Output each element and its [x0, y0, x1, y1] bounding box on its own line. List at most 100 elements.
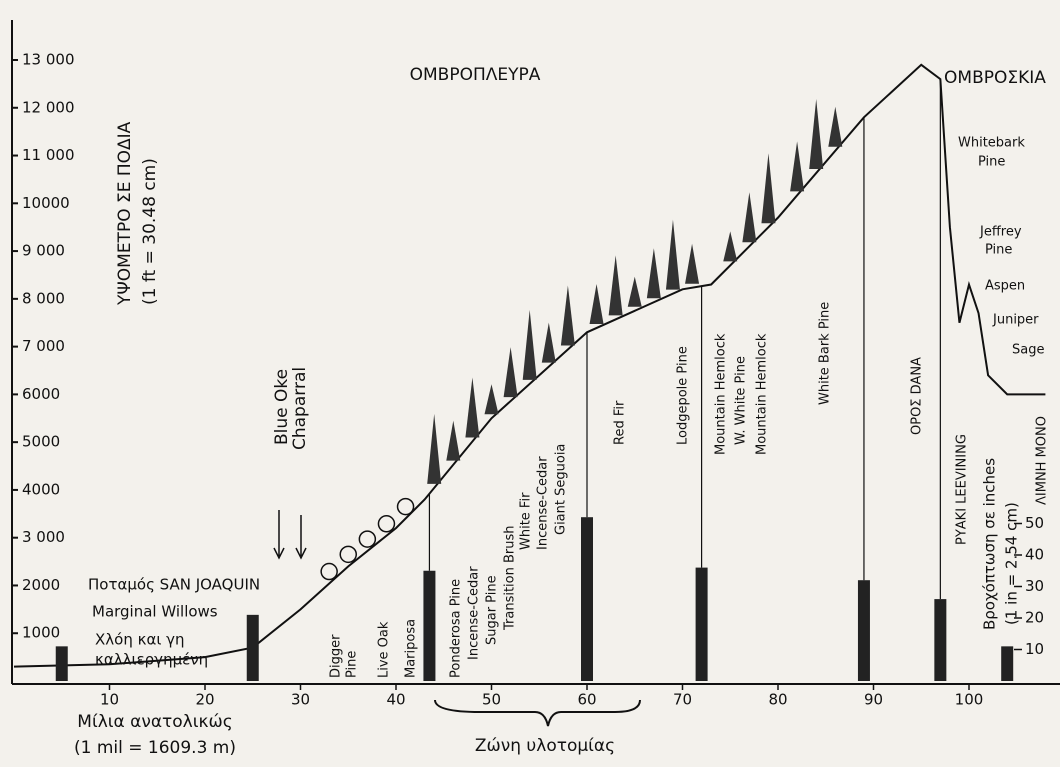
shrub: [396, 497, 415, 516]
x-tick-label: 40: [386, 691, 405, 709]
rain-axis-label: Βροχόπτωση σε inches: [981, 458, 999, 630]
y-axis-unit: (1 ft = 30.48 cm): [140, 158, 160, 305]
chaparral-label: Chaparral: [290, 367, 310, 450]
zone-brace: [434, 699, 641, 727]
rain-bar: [423, 570, 436, 681]
y-tick-label: 3 000: [22, 528, 65, 546]
tree: [809, 99, 824, 170]
y-tick-label: 8 000: [22, 289, 65, 307]
zone-label: Ponderosa Pine: [449, 579, 464, 678]
blue-oke-label: Blue Oke: [272, 369, 292, 445]
y-tick-label: 2000: [22, 576, 60, 594]
tree: [627, 276, 642, 307]
tree: [685, 243, 700, 284]
x-tick-label: 50: [482, 691, 501, 709]
y-tick-label: 9 000: [22, 242, 65, 260]
shrub: [339, 545, 357, 564]
zone-label: Transition Brush: [503, 525, 518, 631]
peak-label: ΟΡΟΣ DANA: [910, 357, 925, 435]
rain-bar: [1001, 646, 1014, 681]
lake-label: ΛΙΜΝΗ ΜΟΝΟ: [1035, 416, 1050, 505]
grass-label: Χλόη και γη: [95, 631, 185, 649]
title-leeward: ΟΜΒΡΟΣΚΙΑ: [944, 68, 1046, 88]
zone-label: Lodgepole Pine: [676, 346, 691, 445]
shrub: [320, 562, 338, 581]
x-tick-label: 60: [577, 691, 596, 709]
species-label: Pine: [985, 243, 1012, 258]
rain-axis-unit: (1 in = 2.54 cm): [1003, 502, 1021, 625]
rain-bar: [581, 517, 593, 681]
tree: [589, 283, 604, 324]
rain-tick-label: 20: [1025, 609, 1044, 627]
zone-label: Digger: [329, 634, 344, 678]
y-tick-label: 4000: [22, 480, 60, 498]
x-tick-label: 10: [100, 691, 119, 709]
tree: [665, 219, 680, 290]
x-tick-label: 100: [955, 691, 984, 709]
y-tick-label: 5000: [22, 433, 60, 451]
species-label: Jeffrey: [979, 225, 1022, 240]
species-label: Aspen: [985, 279, 1025, 294]
x-axis-label: Μίλια ανατολικώς: [77, 712, 232, 732]
y-tick-label: 13 000: [22, 51, 75, 69]
y-tick-label: 6000: [22, 385, 60, 403]
rain-bar: [695, 567, 708, 681]
x-tick-label: 80: [768, 691, 787, 709]
river-label: Ποταμός SAN JOAQUIN: [88, 576, 260, 594]
zone-label: Giant Seguoia: [554, 444, 569, 535]
zone-label: Incense-Cedar: [536, 456, 551, 550]
rain-tick-label: 30: [1025, 577, 1044, 595]
tree: [427, 413, 442, 484]
title-windward: ΟΜΒΡΟΠΛΕΥΡΑ: [410, 65, 541, 85]
y-tick-label: 1000: [22, 624, 60, 642]
species-label: Pine: [978, 155, 1005, 170]
zone-label: Sugar Pine: [485, 575, 500, 645]
y-tick-label: 11 000: [22, 146, 75, 164]
zone-label: Mountain Hemlock: [755, 333, 770, 455]
willows-label: Marginal Willows: [92, 603, 218, 621]
y-axis-label: ΥΨΟΜΕΤΡΟ ΣΕ ΠΟΔΙΑ: [115, 121, 135, 306]
zone-label: White Fir: [519, 492, 534, 550]
rain-bar: [857, 580, 870, 681]
x-axis-unit: (1 mil = 1609.3 m): [74, 738, 236, 758]
tree: [761, 153, 776, 224]
zone-label: Red Fir: [613, 400, 628, 445]
rain-tick-label: 50: [1025, 514, 1044, 532]
tree: [790, 141, 805, 192]
rain-bar: [934, 599, 947, 681]
tree: [646, 248, 661, 299]
tree: [465, 377, 480, 438]
zone-label: Live Oak: [377, 621, 392, 678]
species-label: Juniper: [992, 313, 1039, 328]
shrub: [358, 530, 377, 548]
rain-bar: [55, 646, 68, 681]
tree: [503, 347, 518, 398]
y-tick-label: 7 000: [22, 337, 65, 355]
tree: [742, 192, 757, 243]
shrub: [377, 515, 396, 533]
tree: [484, 384, 499, 415]
zone-label: Incense-Cedar: [467, 566, 482, 660]
tree: [560, 285, 575, 346]
rain-tick-label: 40: [1025, 546, 1044, 564]
x-tick-label: 30: [291, 691, 310, 709]
zone-label: Mariposa: [404, 619, 419, 678]
species-label: Sage: [1012, 343, 1044, 358]
tree: [446, 420, 461, 461]
x-tick-label: 20: [195, 691, 214, 709]
rain-tick-label: 10: [1025, 640, 1044, 658]
zone-label: White Bark Pine: [818, 302, 833, 405]
zone-label: Pine: [345, 651, 360, 678]
creek-label: ΡΥΑΚΙ LEEVINING: [955, 434, 970, 545]
arrows: [273, 510, 307, 560]
zone-label: W. White Pine: [734, 356, 749, 445]
y-tick-label: 10000: [22, 194, 70, 212]
y-tick-label: 12 000: [22, 98, 75, 116]
tree: [522, 309, 537, 380]
tree: [828, 106, 843, 147]
tree: [723, 231, 738, 262]
zone-label: Mountain Hemlock: [714, 333, 729, 455]
species-label: Whitebark: [958, 136, 1025, 151]
zone-label: Ζώνη υλοτομίας: [475, 736, 615, 756]
